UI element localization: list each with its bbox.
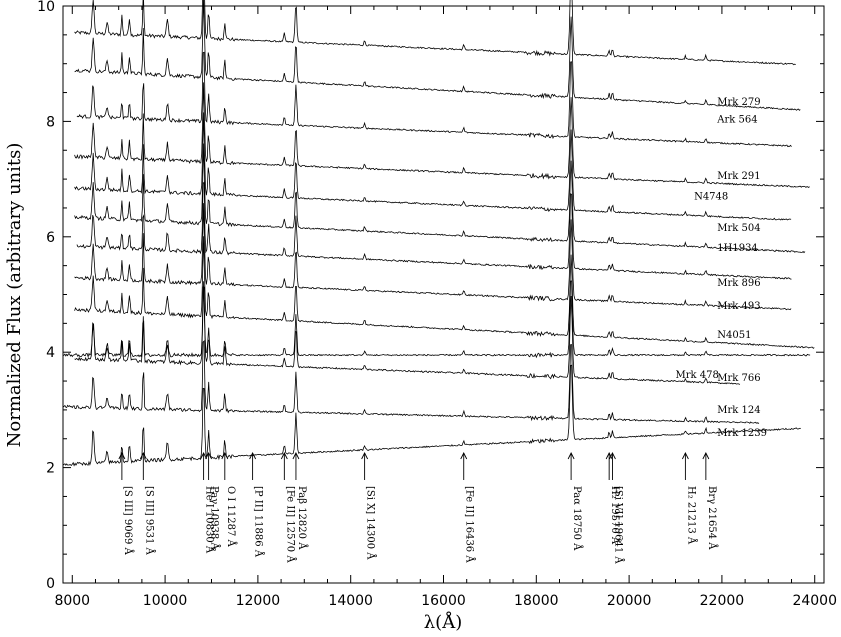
annotation-arrowhead [118,451,126,460]
x-tick-label: 8000 [54,593,90,609]
annotation-arrowhead [361,451,369,460]
annotation-arrowhead [280,451,288,460]
spectrum-label: N4748 [694,191,728,202]
annotation-label: [Si VI] 19641 Å [612,486,624,564]
x-tick-label: 10000 [143,593,188,609]
axis-ticks: 8000 10000 12000 14000 16000 18000 20000 22000 2… [37,0,837,609]
spectrum-line [76,51,792,148]
spectrum-label: Mrk 493 [717,301,760,312]
annotation-label: Brγ 21654 Å [706,486,718,550]
annotation-arrowhead [702,451,710,460]
spectrum-line [74,281,741,385]
y-tick-label: 8 [46,114,55,130]
spectrum-line [74,236,815,349]
spectra-series: Mrk 279 Ark 564 Mrk 291 N4748 Mrk 504 1H1934 M… [62,0,815,467]
spectrum-label: Ark 564 [716,115,757,126]
spectrum-label: Mrk 1239 [717,428,767,439]
annotation-label: Paα 18750 Å [571,486,583,551]
spectrum-label: Mrk 896 [717,278,760,289]
spectrum-line [62,280,811,359]
spectrum-label: Mrk 766 [717,373,760,384]
x-tick-label: 18000 [514,593,559,609]
annotation-arrowhead [681,451,689,460]
spectrum-label: Mrk 504 [717,223,760,234]
annotation-label: Paβ 12820 Å [296,486,308,550]
annotation-arrowhead [205,451,213,460]
annotation-arrowhead [605,451,613,460]
spectrum-label: Mrk 478 [676,370,719,381]
spectrum-label: 1H1934 [717,243,758,254]
annotation-label: H₂ 21213 Å [685,486,697,545]
annotation-label: [P II] 11886 Å [253,486,265,558]
y-tick-label: 10 [37,0,55,15]
x-tick-label: 14000 [328,593,373,609]
annotation-arrowhead [609,451,616,460]
spectrum-label: Mrk 279 [717,97,760,108]
spectrum-line [76,181,792,280]
spectrum-line [74,0,796,66]
y-tick-label: 6 [46,230,55,246]
spectrum-line [74,0,801,111]
annotation-arrowhead [460,451,468,460]
y-tick-label: 0 [46,576,55,592]
x-tick-label: 20000 [607,593,652,609]
annotation-label: [Si X] 14300 Å [365,486,377,560]
line-annotations: [S III] 9069 Å [S III] 9531 Å He I 10830 Å… [118,451,718,564]
y-tick-label: 2 [46,461,55,477]
annotation-label: [S III] 9069 Å [122,486,134,555]
annotation-arrowhead [249,451,257,460]
x-tick-label: 22000 [700,593,745,609]
annotation-arrowhead [200,451,208,460]
annotation-arrowhead [221,451,229,460]
spectrum-line [74,112,792,221]
x-tick-label: 12000 [236,593,281,609]
annotation-label: Paγ 10938 Å [209,486,221,550]
annotation-label: H₂ 19570 Å [609,486,621,545]
annotation-label: O I 11287 Å [225,486,237,547]
y-tick-label: 4 [46,345,55,361]
x-tick-label: 16000 [421,593,466,609]
spectrum-label: Mrk 124 [717,405,760,416]
spectrum-line [74,82,810,189]
y-axis-title: Normalized Flux (arbitrary units) [4,143,25,448]
annotation-label: [S III] 9531 Å [143,486,155,555]
spectrum-label: N4051 [717,330,751,341]
spectrum-line [62,364,801,467]
annotation-arrowhead [567,451,575,460]
spectrum-line [74,203,792,311]
annotation-label: [Fe II] 12570 Å [284,486,296,563]
annotation-label: [Fe II] 16436 Å [464,486,476,563]
annotation-arrowhead [292,451,300,460]
spectrum-line [74,143,806,254]
x-tick-label: 24000 [792,593,837,609]
spectrum-label: Mrk 291 [717,171,760,182]
spectrum-line [62,340,760,425]
x-axis-title: λ(Å) [424,611,462,633]
annotation-label: He I 10830 Å [204,486,216,554]
annotation-arrowhead [139,451,147,460]
